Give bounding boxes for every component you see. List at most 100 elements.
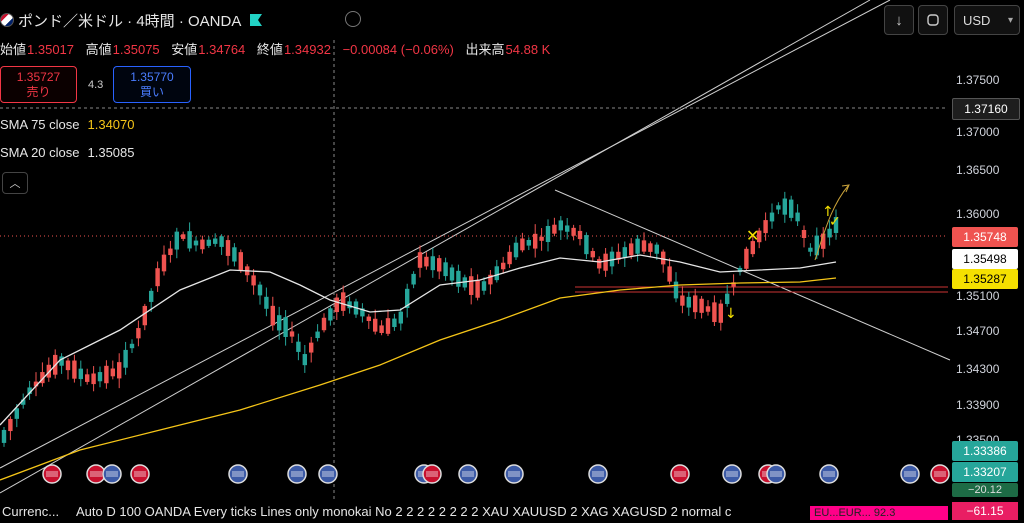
high-label: 高値 xyxy=(85,42,112,57)
candle-body xyxy=(417,252,423,268)
candle-body xyxy=(251,275,256,286)
flag-stripe xyxy=(592,471,604,477)
bottom-right-badge: EU...EUR... 92.3 xyxy=(810,506,948,520)
price-axis-label: 1.33900 xyxy=(956,398,1000,412)
candle-body xyxy=(718,303,723,323)
candle-body xyxy=(155,268,160,287)
sma75-legend[interactable]: SMA 75 close 1.34070 xyxy=(0,117,135,132)
download-button[interactable]: ↓ xyxy=(884,5,914,35)
collapse-legend-button[interactable]: ︿ xyxy=(2,172,28,194)
candle-body xyxy=(8,418,13,432)
candle-body xyxy=(206,239,211,246)
flag-stripe xyxy=(46,471,58,477)
check-marker-icon: ✓ xyxy=(829,214,841,230)
candle-body xyxy=(737,267,743,273)
chevron-up-icon: ︿ xyxy=(9,178,21,190)
gb-flag-icon[interactable] xyxy=(130,464,150,484)
close-value: 1.34932 xyxy=(283,42,331,57)
bottom-left-text[interactable]: Currenc... xyxy=(2,504,60,519)
replay-icon xyxy=(927,14,939,26)
flag-stripe xyxy=(322,471,334,477)
candle-body xyxy=(686,296,691,308)
candle-body xyxy=(309,342,314,353)
currency-selector[interactable]: USD ▾ xyxy=(954,5,1020,35)
candle-body xyxy=(136,328,141,339)
flag-stripe xyxy=(462,471,474,477)
candle-body xyxy=(705,306,711,312)
gb-flag-icon[interactable] xyxy=(670,464,690,484)
gb-flag-icon[interactable] xyxy=(930,464,950,484)
candle-body xyxy=(360,308,365,317)
candle-body xyxy=(277,315,282,331)
candle-body xyxy=(341,292,346,311)
candle-body xyxy=(27,387,32,394)
candle-body xyxy=(104,365,109,384)
candle-body xyxy=(232,247,237,262)
last-price-tag: 1.35748 xyxy=(952,227,1018,247)
us-flag-icon[interactable] xyxy=(458,464,478,484)
price-axis-label: 1.35100 xyxy=(956,289,1000,303)
candle-body xyxy=(641,240,647,252)
candle-body xyxy=(181,234,186,239)
candle-body xyxy=(814,235,819,256)
sma20-legend[interactable]: SMA 20 close 1.35085 xyxy=(0,145,135,160)
candle-body xyxy=(667,266,672,282)
candle-body xyxy=(552,224,557,234)
candle-body xyxy=(437,258,442,272)
candle-body xyxy=(475,279,480,298)
price-axis-label: 1.37000 xyxy=(956,125,1000,139)
gb-flag-icon[interactable] xyxy=(42,464,62,484)
flag-stripe xyxy=(291,471,303,477)
candle-body xyxy=(744,248,749,269)
candle-body xyxy=(385,318,391,334)
buy-button[interactable]: 1.35770 買い xyxy=(113,66,191,103)
candle-body xyxy=(110,368,115,377)
spread-value: 4.3 xyxy=(88,79,104,91)
candle-body xyxy=(424,256,429,267)
us-flag-icon[interactable] xyxy=(766,464,786,484)
candle-body xyxy=(270,305,275,326)
us-flag-icon[interactable] xyxy=(722,464,742,484)
candle-body xyxy=(142,305,147,326)
candle-body xyxy=(513,242,519,258)
flag-stripe xyxy=(934,471,946,477)
candle-body xyxy=(289,331,295,337)
candle-body xyxy=(456,270,461,287)
sma20-price-tag: 1.35498 xyxy=(952,249,1018,269)
candle-body xyxy=(789,199,794,218)
us-flag-icon[interactable] xyxy=(102,464,122,484)
sma20-line xyxy=(0,254,837,426)
us-flag-icon[interactable] xyxy=(900,464,920,484)
gb-flag-icon[interactable] xyxy=(422,464,442,484)
us-flag-icon[interactable] xyxy=(228,464,248,484)
us-flag-icon[interactable] xyxy=(287,464,307,484)
us-flag-icon[interactable] xyxy=(318,464,338,484)
symbol-title[interactable]: ポンド／米ドル · 4時間 · OANDA xyxy=(0,8,263,32)
us-flag-icon[interactable] xyxy=(819,464,839,484)
bottom-main-text: Auto D 100 OANDA Every ticks Lines only … xyxy=(76,504,732,519)
sell-button[interactable]: 1.35727 売り xyxy=(0,66,77,103)
candle-body xyxy=(405,288,410,308)
candle-body xyxy=(398,311,403,324)
candle-body xyxy=(200,239,205,250)
candle-body xyxy=(283,317,288,337)
volume-value: 54.88 K xyxy=(505,42,551,57)
candle-body xyxy=(1,429,7,443)
candle-body xyxy=(539,236,544,241)
teal-flag-icon[interactable] xyxy=(249,13,263,27)
replay-button[interactable] xyxy=(918,5,948,35)
candle-body xyxy=(750,241,755,255)
download-icon: ↓ xyxy=(895,11,903,29)
candle-body xyxy=(117,362,122,379)
candle-body xyxy=(501,262,506,270)
us-flag-icon[interactable] xyxy=(588,464,608,484)
candle-body xyxy=(315,331,320,339)
candle-body xyxy=(533,233,538,249)
high-value: 1.35075 xyxy=(112,42,160,57)
us-flag-icon[interactable] xyxy=(504,464,524,484)
more-options-button[interactable] xyxy=(345,11,361,27)
candle-body xyxy=(488,274,493,285)
buy-label: 買い xyxy=(139,85,164,99)
candle-body xyxy=(571,227,576,236)
